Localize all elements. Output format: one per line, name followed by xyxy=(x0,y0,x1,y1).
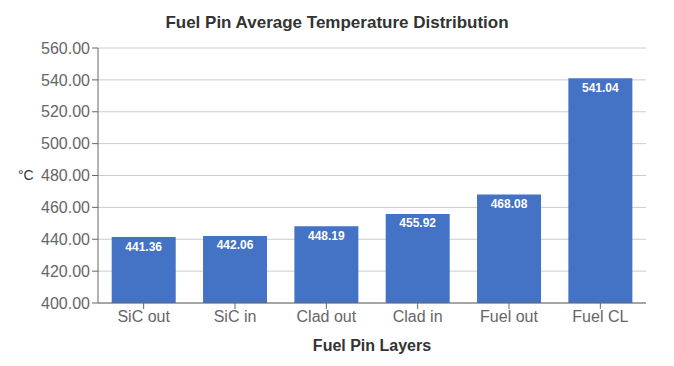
svg-text:455.92: 455.92 xyxy=(399,216,436,230)
svg-text:SiC out: SiC out xyxy=(117,308,170,325)
svg-text:441.36: 441.36 xyxy=(125,240,162,254)
svg-text:440.00: 440.00 xyxy=(41,231,90,248)
svg-text:Fuel Pin Layers: Fuel Pin Layers xyxy=(313,337,431,354)
svg-text:Clad in: Clad in xyxy=(393,308,443,325)
svg-text:541.04: 541.04 xyxy=(582,81,619,95)
svg-text:SiC in: SiC in xyxy=(214,308,257,325)
svg-text:560.00: 560.00 xyxy=(41,40,90,57)
svg-text:540.00: 540.00 xyxy=(41,72,90,89)
svg-text:480.00: 480.00 xyxy=(41,167,90,184)
svg-text:Fuel out: Fuel out xyxy=(480,308,538,325)
svg-text:460.00: 460.00 xyxy=(41,199,90,216)
svg-text:Fuel CL: Fuel CL xyxy=(572,308,628,325)
html-text:Fuel Pin Average Temperature D: Fuel Pin Average Temperature Distributio… xyxy=(165,13,509,32)
svg-text:420.00: 420.00 xyxy=(41,263,90,280)
svg-text:400.00: 400.00 xyxy=(41,295,90,312)
svg-text:442.06: 442.06 xyxy=(217,238,254,252)
svg-text:500.00: 500.00 xyxy=(41,135,90,152)
svg-text:°C: °C xyxy=(18,167,34,183)
svg-text:468.08: 468.08 xyxy=(491,197,528,211)
svg-text:520.00: 520.00 xyxy=(41,103,90,120)
svg-text:448.19: 448.19 xyxy=(308,229,345,243)
svg-text:Clad out: Clad out xyxy=(297,308,357,325)
